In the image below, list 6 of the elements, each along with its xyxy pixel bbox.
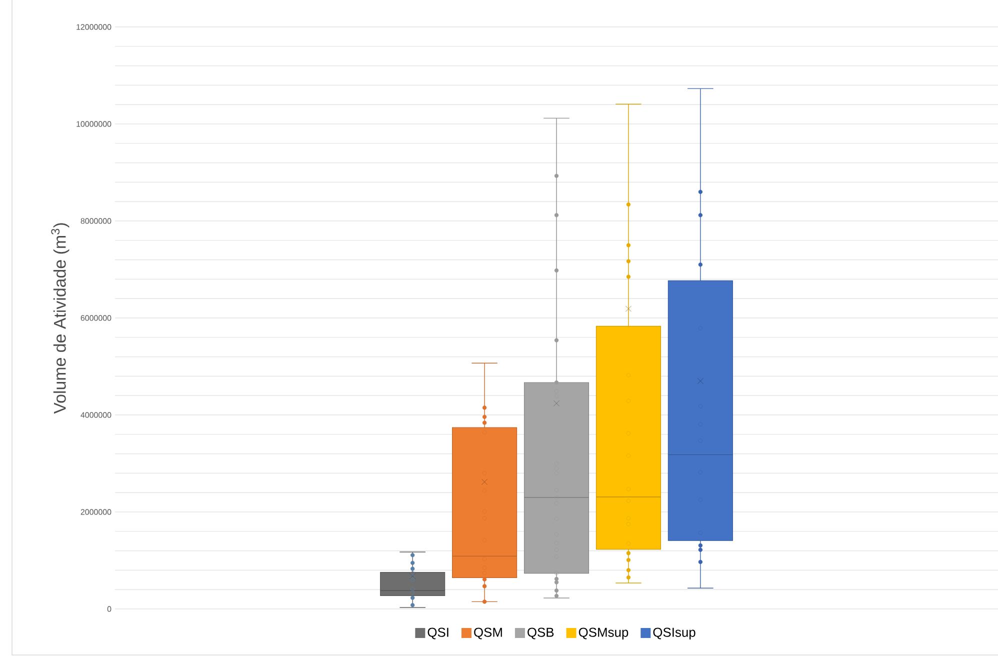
y-axis-title: Volume de Atividade (m$^{3}$) (51, 223, 70, 414)
legend-label: QSMsup (578, 628, 628, 640)
legend-label: QSI (428, 628, 448, 640)
legend-label: QSIsup (653, 628, 696, 640)
legend-label: QSM (474, 628, 502, 640)
legend-label: QSB (528, 628, 554, 640)
